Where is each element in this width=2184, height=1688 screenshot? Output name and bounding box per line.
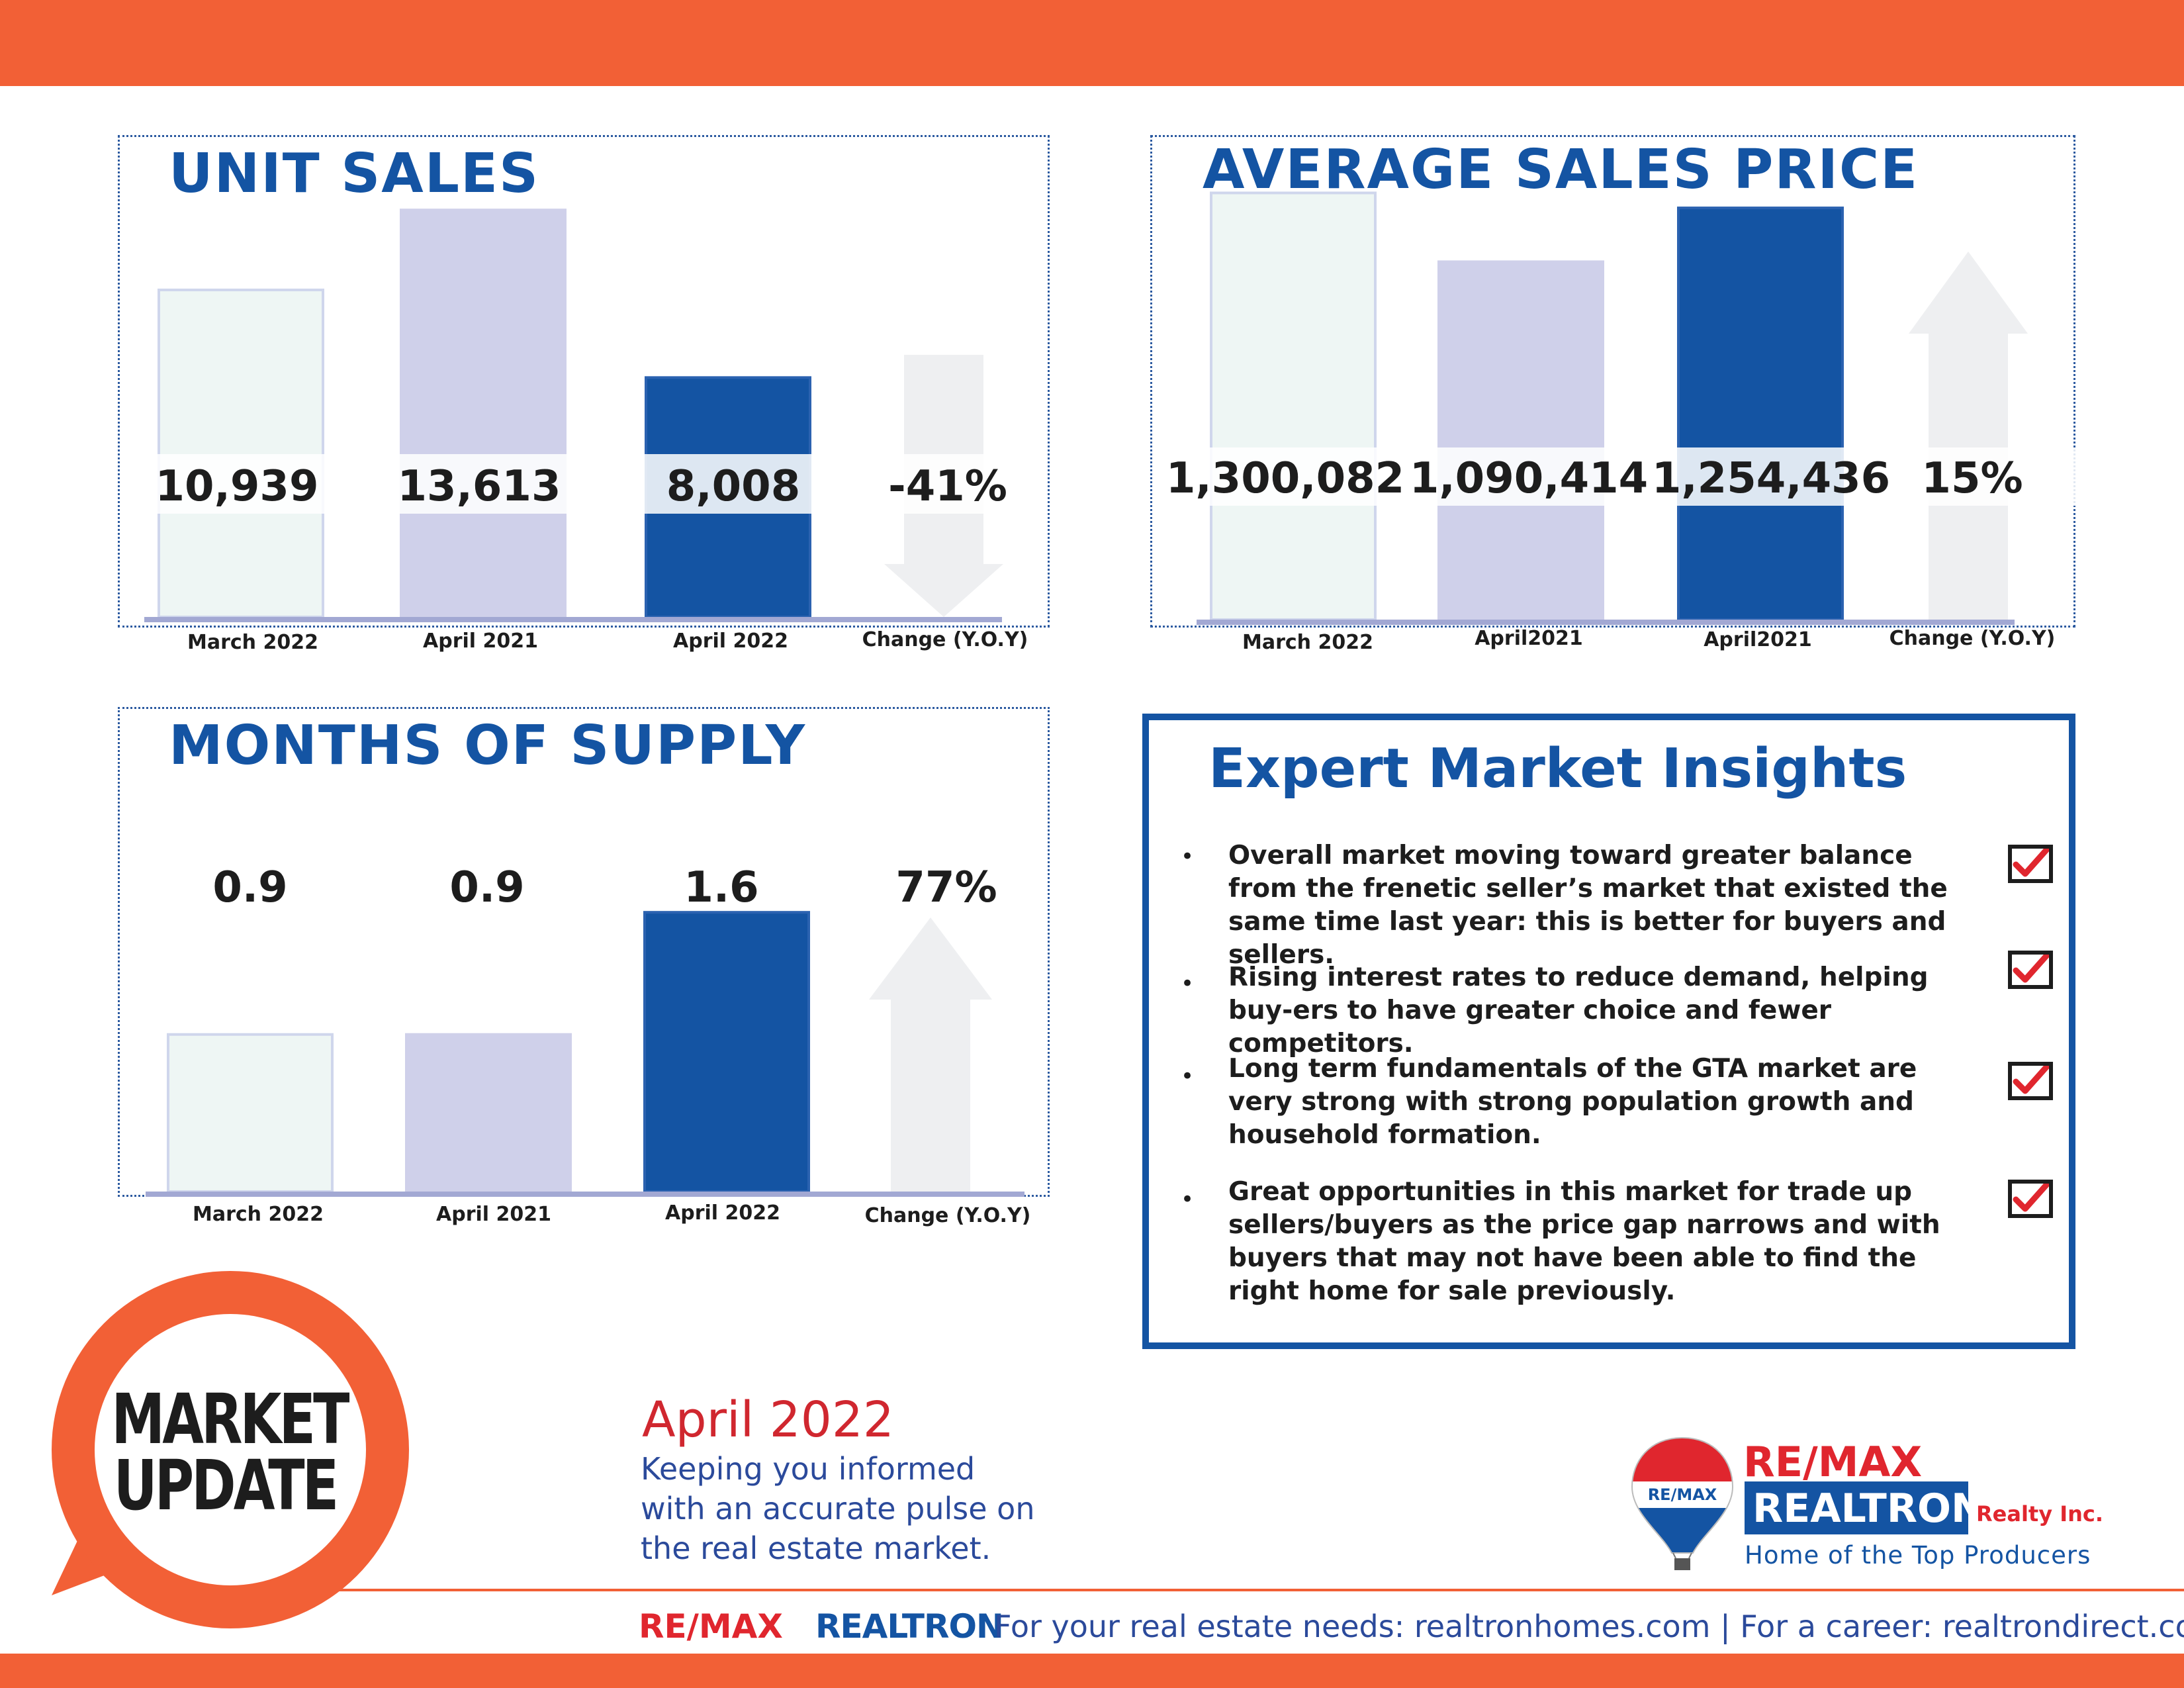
value-label: 0.9 xyxy=(212,863,287,912)
bullet-dot: • xyxy=(1181,970,1195,997)
avg-price-chart: 1,300,082 1,090,414 1,254,436 15% March 2022… xyxy=(1165,191,2075,654)
bullet-dot: • xyxy=(1181,843,1195,870)
bar xyxy=(1677,207,1844,621)
category-label: March 2022 xyxy=(1242,631,1373,654)
unit-sales-chart: 10,939 13,613 8,008 -41% March 2022 April 202… xyxy=(132,209,1038,654)
insight-text: Overall market moving toward greater bal… xyxy=(1228,841,1948,970)
tagline-date: April 2022 xyxy=(642,1391,894,1448)
checkmark-icon xyxy=(2008,951,2053,989)
bar xyxy=(405,1033,572,1194)
logo-tagline: Home of the Top Producers xyxy=(1745,1541,2091,1570)
tagline-line: with an accurate pulse on xyxy=(641,1491,1035,1526)
logo-remax: RE/MAX xyxy=(1743,1438,1923,1486)
market-update-label: MARKET UPDATE xyxy=(111,1379,349,1526)
insight-text: Long term fundamentals of the GTA market… xyxy=(1228,1054,1917,1150)
bullet-dot: • xyxy=(1181,1186,1195,1213)
change-category-label: Change (Y.O.Y) xyxy=(862,628,1028,651)
insight-text: Great opportunities in this market for t… xyxy=(1228,1177,1940,1306)
supply-panel: MONTHS OF SUPPLY xyxy=(118,707,1050,1197)
footer-text: For your real estate needs: realtronhome… xyxy=(994,1609,2184,1644)
logo-realtron: REALTRON xyxy=(1752,1485,1985,1532)
tagline-line: Keeping you informed xyxy=(641,1451,976,1487)
value-label: 8,008 xyxy=(666,462,800,511)
change-value-label: -41% xyxy=(888,462,1007,511)
change-category-label: Change (Y.O.Y) xyxy=(865,1204,1031,1227)
logo-realty: Realty Inc. xyxy=(1976,1501,2104,1526)
category-label: April 2022 xyxy=(673,630,788,653)
supply-chart: 0.9 0.9 1.6 77% March 2022 April 2021 April 20… xyxy=(146,863,1031,1227)
value-label: 1,090,414 xyxy=(1410,454,1648,503)
checkmark-icon xyxy=(2008,1180,2053,1218)
bar xyxy=(167,1033,334,1194)
market-update-line1: MARKET xyxy=(111,1379,349,1460)
change-value-label: 15% xyxy=(1921,454,2023,503)
footer-rule xyxy=(172,1589,2184,1591)
checkmark-icon xyxy=(2008,845,2053,883)
insights-title: Expert Market Insights xyxy=(1208,737,1907,800)
value-label: 13,613 xyxy=(398,462,561,511)
hot-air-balloon-logo: RE/MAX xyxy=(1631,1436,1734,1570)
avg-price-panel: AVERAGE SALES PRICE xyxy=(1150,135,2075,628)
unit-sales-title: UNIT SALES xyxy=(169,142,540,205)
bar xyxy=(158,288,324,618)
baseline xyxy=(1197,620,2015,625)
value-label: 1,300,082 xyxy=(1166,454,1404,503)
value-band xyxy=(1165,447,2075,506)
bar xyxy=(400,209,567,618)
supply-title: MONTHS OF SUPPLY xyxy=(169,714,807,777)
value-label: 10,939 xyxy=(156,462,319,511)
category-label: April 2022 xyxy=(665,1201,780,1225)
logo-realtron-box: REALTRON xyxy=(1745,1481,1984,1534)
bullet-dot: • xyxy=(1181,1063,1195,1090)
top-orange-band xyxy=(0,0,2184,86)
avg-price-title: AVERAGE SALES PRICE xyxy=(1203,138,1919,201)
change-arrow-icon xyxy=(1909,252,2028,620)
value-label: 1,254,436 xyxy=(1652,454,1890,503)
change-value-label: 77% xyxy=(895,863,997,912)
change-category-label: Change (Y.O.Y) xyxy=(1889,627,2056,650)
category-label: March 2022 xyxy=(193,1203,324,1226)
checkmark-icon xyxy=(2008,1062,2053,1100)
balloon-text: RE/MAX xyxy=(1648,1485,1717,1504)
category-label: April 2021 xyxy=(436,1203,551,1226)
value-band xyxy=(132,454,1038,514)
market-update-badge xyxy=(52,1271,409,1628)
value-label: 1.6 xyxy=(684,863,758,912)
tagline-line: the real estate market. xyxy=(641,1530,991,1566)
bottom-orange-band xyxy=(0,1654,2184,1688)
value-label: 0.9 xyxy=(449,863,524,912)
market-update-line2: UPDATE xyxy=(113,1445,339,1526)
insight-text: Rising interest rates to reduce demand, … xyxy=(1228,962,1929,1058)
baseline xyxy=(146,1192,1024,1197)
bar xyxy=(1437,260,1604,621)
category-label: March 2022 xyxy=(187,631,318,654)
category-label: April2021 xyxy=(1475,627,1583,650)
category-label: April 2021 xyxy=(423,630,538,653)
footer-realtron: REALTRON xyxy=(815,1607,1004,1646)
unit-sales-panel: UNIT SALES xyxy=(118,135,1050,628)
footer-remax: RE/MAX xyxy=(639,1607,783,1646)
insights-panel: Expert Market Insights • Overall market … xyxy=(1142,714,2075,1349)
category-label: April2021 xyxy=(1704,628,1812,651)
bar xyxy=(1210,191,1377,621)
bar xyxy=(643,911,810,1193)
baseline xyxy=(144,617,1002,622)
change-arrow-icon xyxy=(869,917,992,1192)
